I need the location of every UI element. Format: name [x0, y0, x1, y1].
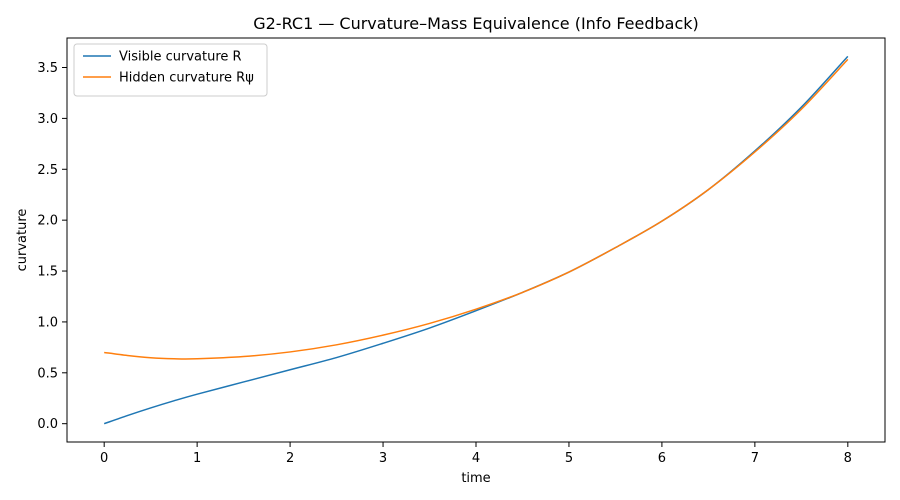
- legend-frame: [73, 43, 268, 97]
- x-tick-label: 6: [658, 451, 666, 466]
- series-line-1: [103, 55, 849, 425]
- y-axis-label: curvature: [15, 209, 30, 272]
- x-tick-label: 1: [193, 451, 201, 466]
- x-tick-label: 2: [286, 451, 294, 466]
- x-axis-ticks: 0 1 2 3 4 5 6 7 8: [100, 442, 852, 466]
- chart-title: G2-RC1 — Curvature–Mass Equivalence (Inf…: [253, 14, 699, 33]
- x-tick-label: 0: [100, 451, 108, 466]
- series-layer: [103, 55, 849, 425]
- series-line-2: [104, 58, 849, 360]
- y-axis-ticks: 0.0 0.5 1.0 1.5 2.0 2.5 3.0 3.5: [37, 61, 67, 432]
- y-tick-label: 1.5: [37, 265, 58, 280]
- y-tick-label: 1.0: [37, 315, 58, 330]
- legend-label-1: Visible curvature R: [119, 50, 242, 65]
- x-tick-label: 4: [472, 451, 480, 466]
- plot-area: [66, 37, 886, 443]
- y-tick-label: 0.0: [37, 417, 58, 432]
- legend: Visible curvature R Hidden curvature Rψ: [73, 43, 268, 97]
- legend-label-2: Hidden curvature Rψ: [119, 71, 254, 86]
- y-tick-label: 2.0: [37, 214, 58, 229]
- y-tick-label: 2.5: [37, 163, 58, 178]
- y-tick-label: 3.0: [37, 112, 58, 127]
- x-tick-label: 5: [565, 451, 573, 466]
- axes-frame: [66, 37, 886, 443]
- y-tick-label: 0.5: [37, 366, 58, 381]
- x-axis-label: time: [461, 471, 490, 486]
- x-tick-label: 8: [844, 451, 852, 466]
- x-tick-label: 7: [751, 451, 759, 466]
- y-tick-label: 3.5: [37, 61, 58, 76]
- x-tick-label: 3: [379, 451, 387, 466]
